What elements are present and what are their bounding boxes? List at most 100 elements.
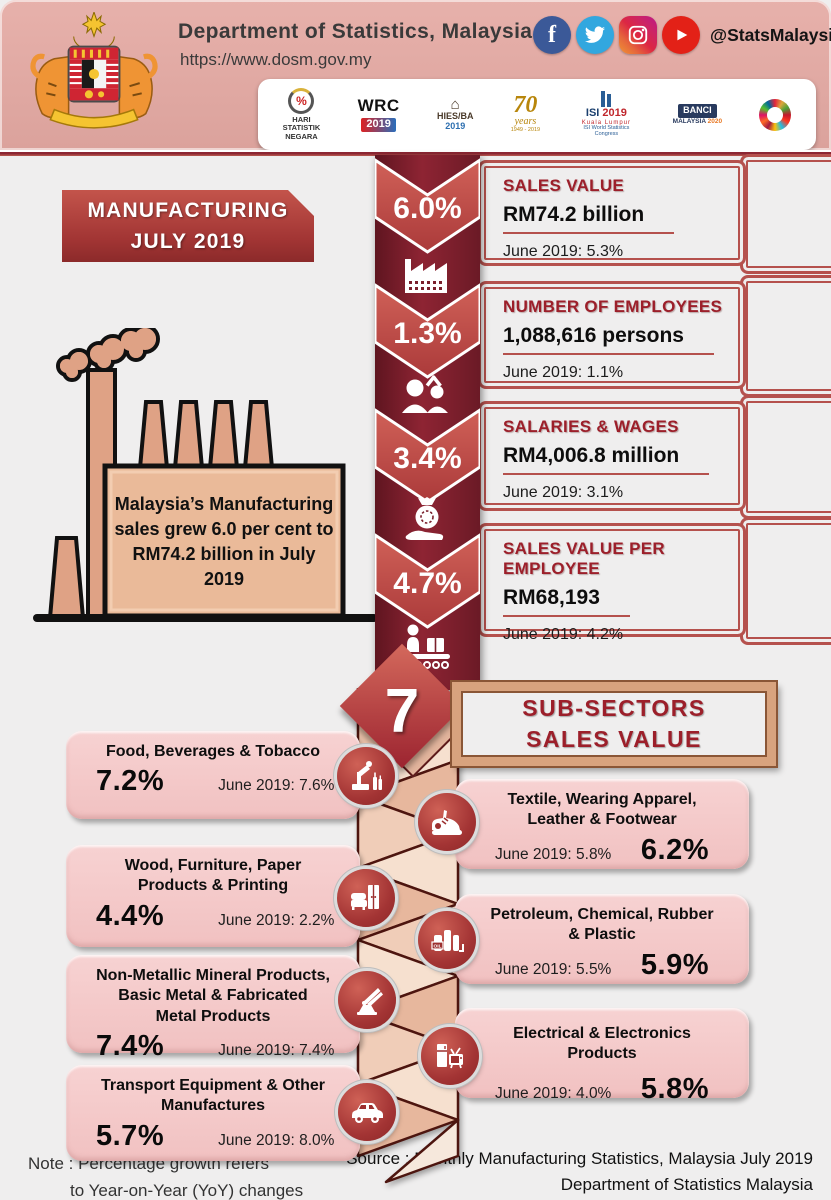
sneaker-icon bbox=[418, 793, 476, 851]
petroleum-card: Petroleum, Chemical, Rubber & Plastic Ju… bbox=[455, 894, 749, 984]
report-title-line2: JULY 2019 bbox=[130, 230, 246, 253]
sales-per-employee-previous: June 2019: 4.2% bbox=[503, 626, 624, 643]
textile-previous: June 2019: 5.8% bbox=[495, 845, 612, 863]
sales-value-amount: RM74.2 billion bbox=[503, 203, 675, 234]
employees-tab bbox=[740, 275, 831, 397]
sales-value-card: SALES VALUE RM74.2 billion June 2019: 5.… bbox=[478, 160, 746, 266]
facebook-icon: f bbox=[533, 16, 571, 54]
petroleum-name: Petroleum, Chemical, Rubber & Plastic bbox=[490, 906, 714, 944]
salaries-title: SALARIES & WAGES bbox=[503, 417, 679, 436]
wood-furniture-name: Wood, Furniture, Paper Products & Printi… bbox=[124, 857, 302, 895]
food-beverages-icon bbox=[337, 747, 395, 805]
employees-title: NUMBER OF EMPLOYEES bbox=[503, 297, 723, 316]
electrical-card: Electrical & Electronics Products June 2… bbox=[455, 1008, 749, 1105]
sales-growth-pct: 6.0% bbox=[393, 192, 461, 225]
sales-value-title: SALES VALUE bbox=[503, 176, 625, 195]
petroleum-previous: June 2019: 5.5% bbox=[495, 960, 612, 978]
workers-icon bbox=[402, 375, 448, 413]
sales-per-employee-amount: RM68,193 bbox=[503, 586, 630, 617]
food-beverages-previous: June 2019: 7.6% bbox=[218, 777, 335, 795]
source-line1: Source : Monthly Manufacturing Statistic… bbox=[346, 1149, 813, 1168]
factory-illustration bbox=[33, 328, 378, 622]
food-beverages-growth: 7.2% bbox=[96, 765, 165, 798]
event-logos-bar: % HARI STATISTIK NEGARA WRC 2019 ⌂ HIES/… bbox=[258, 79, 816, 150]
non-metallic-previous: June 2019: 7.4% bbox=[218, 1042, 335, 1060]
wood-furniture-previous: June 2019: 2.2% bbox=[218, 911, 335, 929]
transport-growth: 5.7% bbox=[96, 1119, 165, 1152]
sdg-wheel-logo bbox=[759, 98, 792, 131]
non-metallic-growth: 7.4% bbox=[96, 1030, 165, 1063]
header-band: Department of Statistics, Malaysia https… bbox=[0, 0, 831, 150]
sales-value-tab bbox=[740, 154, 831, 274]
textile-card: Textile, Wearing Apparel, Leather & Foot… bbox=[455, 779, 749, 869]
textile-name: Textile, Wearing Apparel, Leather & Foot… bbox=[507, 791, 697, 829]
house-icon: ⌂ bbox=[450, 96, 460, 114]
social-row: f @StatsMalaysia bbox=[533, 16, 831, 54]
transport-previous: June 2019: 8.0% bbox=[218, 1131, 335, 1149]
wrc-2019-logo: WRC 2019 bbox=[357, 96, 400, 132]
isi-2019-logo: ISI 2019 Kuala Lumpur ISI World Statisti… bbox=[577, 90, 635, 138]
employees-growth-pct: 1.3% bbox=[393, 317, 461, 350]
employees-previous: June 2019: 1.1% bbox=[503, 364, 624, 381]
wood-furniture-growth: 4.4% bbox=[96, 899, 165, 932]
hiesba-2019-logo: ⌂ HIES/BA 2019 bbox=[436, 96, 474, 131]
youtube-icon bbox=[662, 16, 700, 54]
transport-card: Transport Equipment & Other Manufactures… bbox=[66, 1065, 360, 1161]
salaries-tab bbox=[740, 395, 831, 519]
70-years-logo: 70 years 1949 - 2019 bbox=[510, 92, 541, 133]
salaries-card: SALARIES & WAGES RM4,006.8 million June … bbox=[478, 401, 746, 511]
agency-title: Department of Statistics, Malaysia bbox=[178, 20, 533, 43]
transport-name: Transport Equipment & Other Manufactures bbox=[100, 1077, 325, 1115]
report-title-banner: MANUFACTURING JULY 2019 bbox=[62, 190, 314, 262]
indicator-ribbon: 6.0% 1.3% 3.4% 4.7% bbox=[375, 155, 480, 690]
sales-per-employee-card: SALES VALUE PER EMPLOYEE RM68,193 June 2… bbox=[478, 523, 746, 643]
instagram-icon bbox=[619, 16, 657, 54]
furniture-icon bbox=[337, 869, 395, 927]
salaries-previous: June 2019: 3.1% bbox=[503, 484, 624, 501]
highlight-statement: Malaysia’s Manufacturing sales grew 6.0 … bbox=[114, 494, 334, 589]
money-bag-icon bbox=[405, 497, 444, 540]
electrical-previous: June 2019: 4.0% bbox=[495, 1084, 612, 1102]
non-metallic-name: Non-Metallic Mineral Products, Basic Met… bbox=[96, 967, 330, 1025]
food-beverages-card: Food, Beverages & Tobacco 7.2% June 2019… bbox=[66, 731, 360, 819]
sales-value-previous: June 2019: 5.3% bbox=[503, 243, 624, 260]
agency-url: https://www.dosm.gov.my bbox=[180, 50, 372, 69]
social-handle: @StatsMalaysia bbox=[710, 24, 831, 45]
malaysia-coat-of-arms-logo bbox=[30, 12, 158, 129]
appliances-icon bbox=[421, 1027, 479, 1085]
electrical-name: Electrical & Electronics Products bbox=[513, 1025, 691, 1063]
source-line2: Department of Statistics Malaysia bbox=[560, 1175, 813, 1195]
source-text: Source : Monthly Manufacturing Statistic… bbox=[346, 1146, 813, 1199]
salaries-growth-pct: 3.4% bbox=[393, 442, 461, 475]
sales-per-employee-tab bbox=[740, 517, 831, 645]
oil-label: OIL bbox=[434, 943, 442, 949]
hari-statistik-logo: % HARI STATISTIK NEGARA bbox=[283, 88, 320, 140]
textile-growth: 6.2% bbox=[640, 833, 709, 866]
employees-amount: 1,088,616 persons bbox=[503, 324, 714, 355]
employees-card: NUMBER OF EMPLOYEES 1,088,616 persons Ju… bbox=[478, 281, 746, 389]
header-divider bbox=[0, 150, 831, 156]
subsectors-title-line1: SUB-SECTORS bbox=[522, 694, 706, 721]
sales-per-employee-title: SALES VALUE PER EMPLOYEE bbox=[503, 539, 665, 578]
car-icon bbox=[338, 1083, 396, 1141]
banci-2020-logo: BANCI MALAYSIA 2020 bbox=[672, 104, 723, 125]
wood-furniture-card: Wood, Furniture, Paper Products & Printi… bbox=[66, 845, 360, 947]
food-beverages-name: Food, Beverages & Tobacco bbox=[106, 743, 320, 760]
subsector-count: 7 bbox=[384, 676, 420, 746]
petroleum-growth: 5.9% bbox=[640, 948, 709, 981]
sales-per-employee-growth-pct: 4.7% bbox=[393, 567, 461, 600]
twin-towers-icon bbox=[601, 90, 612, 107]
subsector-count-diamond: 7 bbox=[339, 643, 474, 778]
factory-icon bbox=[405, 259, 447, 293]
metal-press-icon bbox=[338, 971, 396, 1029]
electrical-growth: 5.8% bbox=[640, 1072, 709, 1105]
salaries-amount: RM4,006.8 million bbox=[503, 444, 710, 475]
oil-refinery-icon: OIL bbox=[418, 911, 476, 969]
subsectors-title-line2: SALES VALUE bbox=[526, 726, 702, 752]
twitter-icon bbox=[576, 16, 614, 54]
subsectors-title-box: SUB-SECTORS SALES VALUE bbox=[452, 682, 776, 766]
report-title-line1: MANUFACTURING bbox=[87, 198, 289, 222]
note-line2: to Year-on-Year (YoY) changes bbox=[70, 1181, 304, 1200]
non-metallic-card: Non-Metallic Mineral Products, Basic Met… bbox=[66, 955, 360, 1062]
